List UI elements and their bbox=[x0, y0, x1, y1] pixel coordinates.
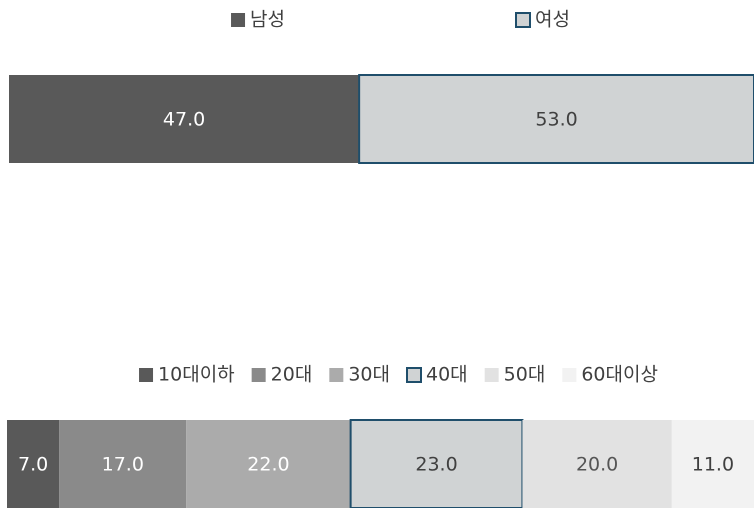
data-label: 17.0 bbox=[102, 454, 144, 476]
legend-swatch bbox=[562, 368, 577, 382]
legend-swatch bbox=[515, 12, 531, 28]
legend-swatch bbox=[329, 368, 344, 382]
legend-swatch bbox=[251, 368, 266, 382]
legend-label: 10대이하 bbox=[158, 364, 235, 386]
legend-label: 여성 bbox=[535, 9, 570, 31]
data-label: 22.0 bbox=[247, 454, 289, 476]
legend-label: 40대 bbox=[426, 364, 468, 386]
data-label: 11.0 bbox=[692, 454, 734, 476]
legend-label: 30대 bbox=[348, 364, 390, 386]
data-label: 20.0 bbox=[576, 454, 618, 476]
bar-segment bbox=[186, 420, 351, 508]
data-label: 23.0 bbox=[415, 454, 457, 476]
legend-swatch bbox=[139, 368, 154, 382]
bar-segment bbox=[358, 74, 754, 164]
legend-label: 50대 bbox=[504, 364, 546, 386]
bar-segment bbox=[671, 420, 754, 508]
data-label: 53.0 bbox=[535, 109, 577, 131]
legend-swatch bbox=[484, 368, 499, 382]
legend-swatch bbox=[406, 367, 422, 383]
bar-segment bbox=[349, 419, 524, 508]
bar-segment bbox=[522, 420, 672, 508]
legend-label: 20대 bbox=[271, 364, 313, 386]
bar-segment bbox=[7, 420, 60, 508]
data-label: 47.0 bbox=[163, 109, 205, 131]
data-label: 7.0 bbox=[18, 454, 48, 476]
bar-segment bbox=[59, 420, 187, 508]
legend-swatch bbox=[231, 13, 246, 27]
bar-segment bbox=[9, 75, 360, 163]
legend-label: 남성 bbox=[250, 9, 285, 31]
legend-label: 60대이상 bbox=[581, 364, 658, 386]
